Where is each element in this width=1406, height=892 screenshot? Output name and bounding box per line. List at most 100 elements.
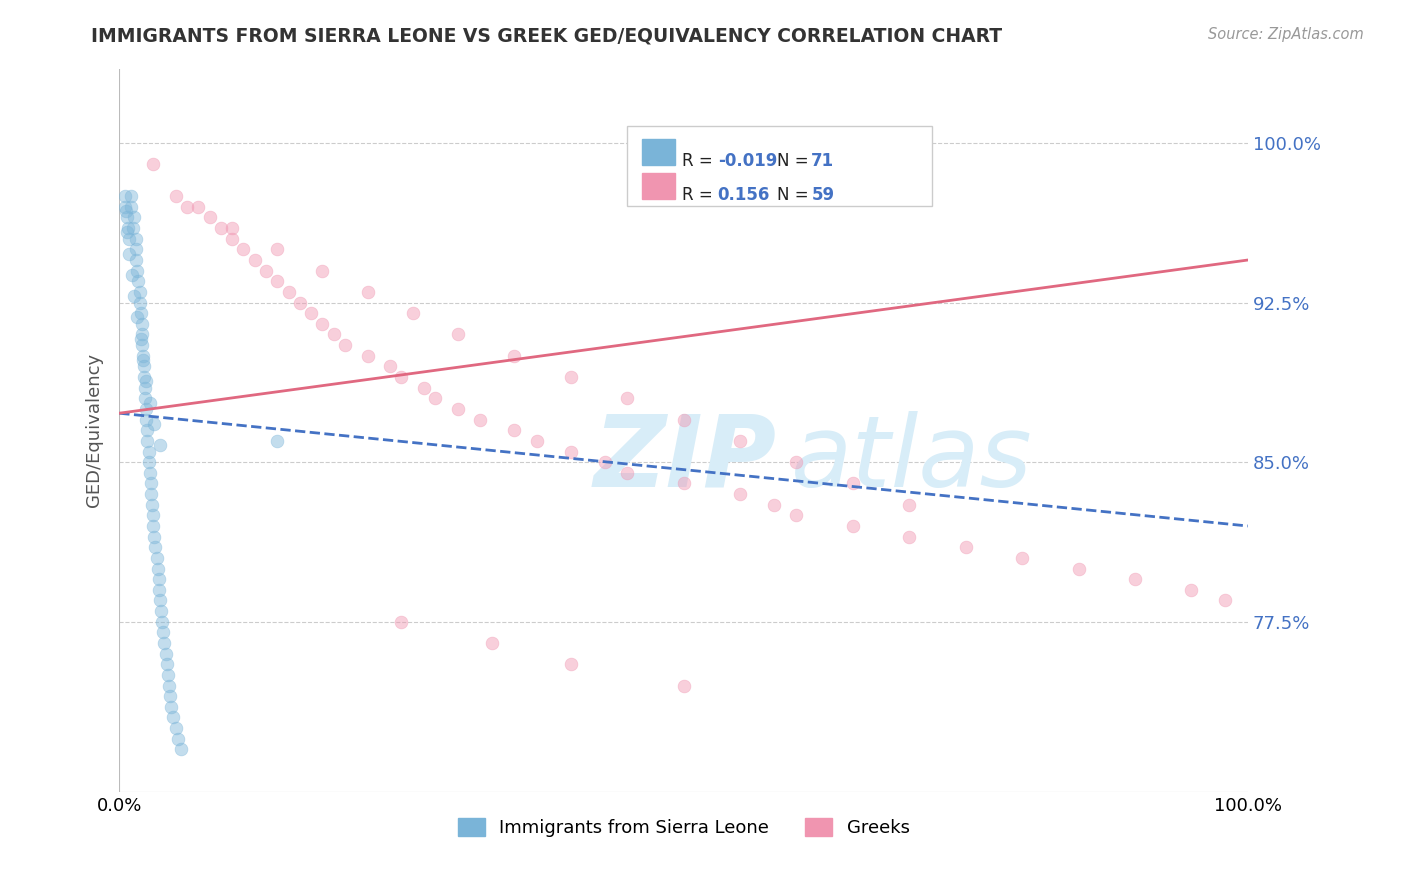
Text: R =: R = [682, 153, 717, 170]
Point [132, 359, 155, 374]
Point [560, 444, 582, 458]
Point [221, 232, 243, 246]
Point [266, 274, 288, 288]
Point [481, 636, 503, 650]
Point [311, 317, 333, 331]
Point [136, 423, 159, 437]
Text: IMMIGRANTS FROM SIERRA LEONE VS GREEK GED/EQUIVALENCY CORRELATION CHART: IMMIGRANTS FROM SIERRA LEONE VS GREEK GE… [91, 27, 1002, 45]
Point [135, 401, 157, 416]
Point [333, 338, 356, 352]
Point [162, 710, 184, 724]
Point [132, 370, 155, 384]
Point [170, 742, 193, 756]
Point [391, 370, 413, 384]
Legend: Immigrants from Sierra Leone, Greeks: Immigrants from Sierra Leone, Greeks [450, 811, 917, 845]
Point [150, 604, 173, 618]
Point [127, 310, 149, 325]
Point [150, 615, 173, 629]
Point [425, 392, 447, 406]
Point [115, 204, 138, 219]
Point [356, 285, 378, 299]
Point [593, 455, 616, 469]
Point [1123, 572, 1146, 586]
Point [560, 657, 582, 672]
Point [129, 332, 152, 346]
Point [672, 476, 695, 491]
Point [842, 476, 865, 491]
Point [135, 412, 157, 426]
Point [115, 225, 138, 239]
Point [135, 374, 157, 388]
Point [139, 395, 162, 409]
Point [221, 221, 243, 235]
Text: ZIP: ZIP [593, 410, 776, 508]
Text: -0.019: -0.019 [717, 153, 778, 170]
Point [165, 721, 187, 735]
Point [322, 327, 344, 342]
Point [143, 417, 166, 431]
Point [955, 541, 977, 555]
Point [136, 434, 159, 448]
Point [159, 690, 181, 704]
Point [254, 263, 277, 277]
Point [785, 455, 807, 469]
Point [127, 263, 149, 277]
Point [138, 444, 160, 458]
Point [145, 541, 167, 555]
Point [378, 359, 401, 374]
Point [1180, 582, 1202, 597]
Point [447, 401, 470, 416]
Text: N =: N = [778, 186, 814, 204]
Point [198, 211, 221, 225]
Point [127, 274, 149, 288]
Point [266, 434, 288, 448]
Point [167, 731, 190, 746]
Point [149, 593, 172, 607]
Point [356, 349, 378, 363]
Point [131, 338, 153, 352]
Point [156, 668, 179, 682]
Text: atlas: atlas [790, 410, 1032, 508]
Point [114, 200, 136, 214]
Point [139, 476, 162, 491]
Point [153, 636, 176, 650]
Point [156, 657, 179, 672]
Point [413, 381, 436, 395]
Point [118, 246, 141, 260]
Point [146, 561, 169, 575]
Point [762, 498, 785, 512]
Point [160, 699, 183, 714]
Point [131, 327, 153, 342]
Point [299, 306, 322, 320]
Point [121, 221, 143, 235]
FancyBboxPatch shape [641, 139, 675, 165]
Point [148, 582, 170, 597]
Point [232, 243, 254, 257]
Point [311, 263, 333, 277]
Point [115, 211, 138, 225]
Point [842, 519, 865, 533]
Point [243, 253, 266, 268]
Point [266, 243, 288, 257]
Point [141, 498, 163, 512]
Text: R =: R = [682, 186, 717, 204]
Point [120, 200, 142, 214]
Point [391, 615, 413, 629]
Text: N =: N = [778, 153, 814, 170]
Y-axis label: GED/Equivalency: GED/Equivalency [86, 353, 103, 508]
Point [139, 466, 162, 480]
Point [187, 200, 209, 214]
Point [145, 550, 167, 565]
Point [157, 679, 180, 693]
Point [288, 295, 311, 310]
Point [526, 434, 548, 448]
Point [785, 508, 807, 523]
FancyBboxPatch shape [641, 173, 675, 200]
Point [142, 519, 165, 533]
Point [148, 572, 170, 586]
Point [1213, 593, 1236, 607]
Text: 71: 71 [811, 153, 834, 170]
Point [209, 221, 232, 235]
Point [120, 189, 142, 203]
Point [129, 306, 152, 320]
